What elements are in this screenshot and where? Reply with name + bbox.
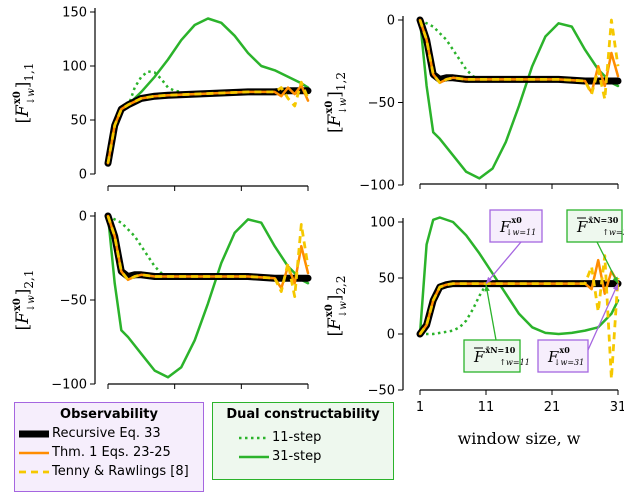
- legend-item: 11-step: [235, 428, 393, 447]
- annotation-ann1: Fx0 ↓w=11: [485, 209, 543, 285]
- legend-item: Tenny & Rawlings [8]: [15, 462, 203, 481]
- y-axis-label: [Fx0 ↓w]2,1: [12, 269, 37, 330]
- y-tick-label: 50: [70, 114, 87, 129]
- arrow-head: [486, 276, 493, 284]
- annotation-label: Fx0 ↓w=11: [499, 215, 536, 237]
- legend-item: 31-step: [235, 447, 393, 466]
- panel-top-right: −100 −50 0 [Fx0 ↓w]1,2: [324, 14, 622, 194]
- x-tick-label: 11: [478, 400, 495, 415]
- y-tick-label: −100: [51, 378, 87, 393]
- y-axis-label: [Fx0 ↓w]1,1: [12, 62, 37, 123]
- annotation-label: Fx0 ↓w=31: [547, 345, 584, 367]
- series-line: [419, 18, 486, 81]
- legend-title: Observability: [60, 407, 158, 422]
- series-line: [418, 18, 620, 101]
- annotation-ann3: Fx̄N=30↑w=31: [566, 209, 624, 284]
- y-tick-label: −100: [359, 179, 395, 194]
- y-tick-label: 100: [62, 60, 87, 75]
- annotation-label: Fx̄N=10 ↑w=11: [473, 345, 530, 367]
- y-axis-label: [Fx0 ↓w]2,2: [324, 275, 349, 336]
- legend-label: Thm. 1 Eqs. 23-25: [52, 445, 171, 460]
- series-line: [416, 16, 622, 85]
- annotation-box: [489, 209, 543, 243]
- series-line: [416, 280, 622, 338]
- series-line: [418, 18, 620, 180]
- legend-observability: Observability Recursive Eq. 33 Thm. 1 Eq…: [14, 402, 204, 492]
- y-tick-label: 100: [370, 216, 395, 231]
- series-line: [106, 215, 310, 299]
- y-tick-label: 0: [79, 168, 87, 183]
- legend-swatch-recursive: [19, 430, 49, 437]
- y-tick-label: 0: [387, 14, 395, 29]
- series-line: [104, 212, 312, 282]
- annotation-arrow: [485, 284, 497, 341]
- series-line: [418, 254, 620, 381]
- annotation-box: [463, 339, 521, 373]
- annotation-box: [566, 209, 623, 243]
- y-tick-label: −50: [368, 96, 395, 111]
- series-line: [420, 284, 488, 336]
- y-tick-label: −50: [368, 384, 395, 399]
- x-axis-label: window size, w: [458, 429, 581, 448]
- legend-label: Recursive Eq. 33: [52, 426, 161, 441]
- legend-item: Thm. 1 Eqs. 23-25: [15, 443, 203, 462]
- series-line: [104, 87, 312, 167]
- legend-label: 11-step: [272, 430, 322, 445]
- series-line: [107, 214, 175, 278]
- legend-label: Tenny & Rawlings [8]: [52, 464, 189, 479]
- annotation-ann4: Fx0 ↓w=31: [537, 283, 619, 373]
- panel-bottom-left: −100 −50 0 [Fx0 ↓w]2,1: [12, 210, 312, 393]
- arrow-head: [612, 283, 618, 291]
- y-tick-label: 150: [62, 6, 87, 21]
- y-tick-label: 0: [387, 328, 395, 343]
- arrow-head: [612, 276, 618, 284]
- series-line: [418, 258, 620, 336]
- annotation-ann2: Fx̄N=10 ↑w=11: [463, 284, 530, 373]
- panel-top-left: 0 50 100 150 [Fx0 ↓w]1,1: [12, 6, 312, 191]
- annotation-box: [537, 339, 589, 373]
- legend-dual-constructability: Dual constructability 11-step 31-step: [212, 402, 394, 480]
- annotation-arrow: [587, 283, 619, 351]
- x-tick-label: 1: [416, 400, 424, 415]
- x-tick-label: 21: [544, 400, 561, 415]
- series-line: [126, 70, 182, 108]
- annotation-arrow: [485, 241, 522, 285]
- y-axis-label: [Fx0 ↓w]1,2: [324, 72, 349, 133]
- series-line: [106, 214, 310, 379]
- arrow-head: [484, 284, 490, 292]
- y-tick-label: −50: [60, 294, 87, 309]
- legend-swatch-tenny: [19, 470, 49, 473]
- legend-swatch-11-step: [239, 436, 269, 439]
- legend-item: Recursive Eq. 33: [15, 424, 203, 443]
- y-tick-label: 50: [378, 272, 395, 287]
- annotation-arrow: [596, 241, 619, 284]
- series-line: [418, 216, 620, 336]
- annotation-label: Fx̄N=30↑w=31: [576, 215, 624, 237]
- y-tick-label: 0: [79, 210, 87, 225]
- legend-swatch-31-step: [239, 455, 269, 458]
- x-tick-label: 31: [610, 400, 624, 415]
- legend-label: 31-step: [272, 449, 322, 464]
- legend-swatch-thm1: [19, 451, 49, 454]
- series-line: [106, 80, 310, 164]
- legend-title: Dual constructability: [226, 407, 380, 422]
